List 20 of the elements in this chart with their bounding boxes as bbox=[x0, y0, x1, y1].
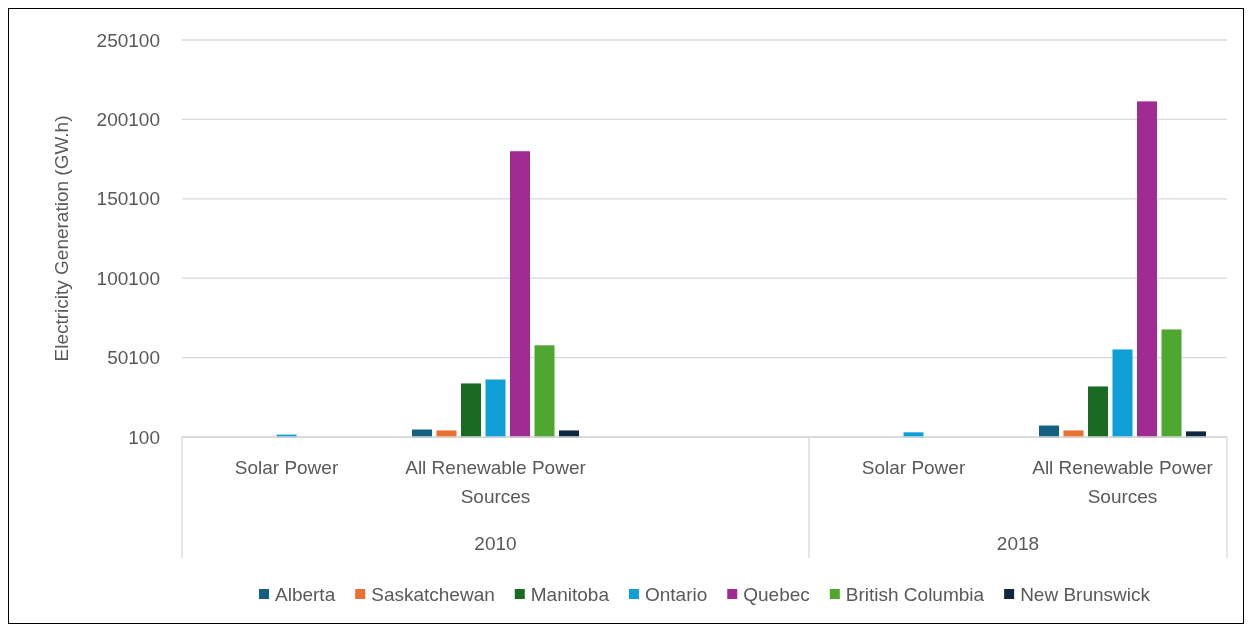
y-tick-label: 200100 bbox=[96, 109, 160, 131]
y-tick-label: 250100 bbox=[96, 29, 160, 51]
y-tick-label: 100 bbox=[128, 426, 160, 448]
legend-label: Alberta bbox=[275, 583, 336, 605]
y-tick-label: 50100 bbox=[107, 347, 160, 369]
legend-label: Saskatchewan bbox=[371, 583, 495, 605]
legend-label: Quebec bbox=[743, 583, 810, 605]
legend-label: Manitoba bbox=[530, 583, 610, 605]
x-tick-label: All Renewable Power Sources bbox=[405, 457, 587, 507]
y-tick-label: 150100 bbox=[96, 188, 160, 210]
x-tick-label: Solar Power bbox=[861, 457, 966, 478]
x-tick-label: All Renewable Power Sources bbox=[1032, 457, 1214, 507]
legend-label: New Brunswick bbox=[1020, 583, 1151, 605]
y-tick-label: 100100 bbox=[96, 267, 160, 289]
text: 2018 bbox=[996, 533, 1040, 554]
text: 2010 bbox=[474, 533, 517, 554]
legend-label: Ontario bbox=[644, 583, 708, 605]
y-axis-title: Electricity Generation (GW.h) bbox=[51, 115, 72, 362]
x-tick-label: Solar Power bbox=[234, 457, 339, 478]
legend-label: British Columbia bbox=[845, 583, 985, 605]
